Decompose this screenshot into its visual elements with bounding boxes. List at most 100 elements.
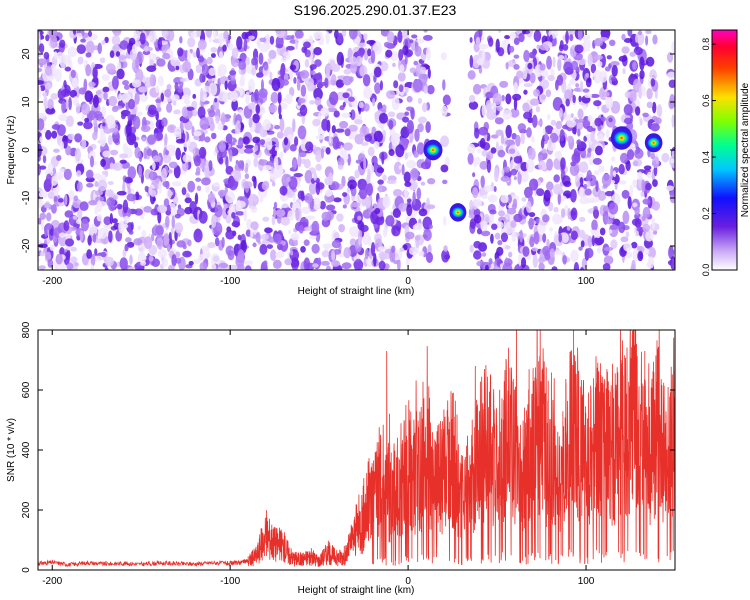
spectrogram-cell <box>303 239 310 246</box>
spectrogram-cell <box>77 121 84 126</box>
spectrogram-cell <box>43 51 50 60</box>
spectrogram-cell <box>362 74 371 87</box>
spectrogram-cell <box>123 215 130 224</box>
spectrogram-cell <box>294 30 304 39</box>
spectrogram-cell <box>45 222 53 230</box>
spectrogram-cell <box>408 246 419 256</box>
spectrogram-cell <box>187 37 196 48</box>
spectrogram-cell <box>90 253 96 267</box>
spectrogram-cell <box>254 88 259 102</box>
spectrogram-cell <box>623 104 633 116</box>
spectrogram-cell <box>642 198 651 205</box>
spectrogram-cell <box>395 144 405 158</box>
spectrogram-cell <box>174 213 181 219</box>
spectrogram-cell <box>560 157 566 171</box>
spectrogram-cell <box>328 130 332 143</box>
spectrogram-cell <box>541 94 547 100</box>
spectrogram-cell <box>372 97 376 107</box>
spectrogram-cell <box>551 266 558 270</box>
spectrogram-cell <box>101 74 110 82</box>
spectrogram-cell <box>59 141 65 151</box>
spectrogram-cell <box>348 30 358 40</box>
spectrogram-cell <box>143 236 153 250</box>
spectrogram-cell <box>143 205 152 213</box>
spectrogram-cell <box>274 125 281 130</box>
spectrogram-cell <box>584 93 593 99</box>
spectrogram-cell <box>263 61 269 71</box>
spectrogram-cell <box>531 247 539 252</box>
spectrogram-cell <box>224 80 228 90</box>
spectrogram-cell <box>220 112 226 126</box>
spectrogram-cell <box>251 66 257 76</box>
spectrogram-cell <box>416 187 422 200</box>
spectrogram-x-label: Height of straight line (km) <box>298 286 415 297</box>
spectrogram-cell <box>244 144 255 149</box>
spectrogram-cell <box>373 141 380 149</box>
spectrogram-cell <box>78 87 87 95</box>
colorbar-tick-label: 0.0 <box>701 264 711 277</box>
spectrogram-cell <box>254 144 259 152</box>
spectrogram-cell <box>165 149 170 156</box>
spectrogram-cell <box>393 80 399 89</box>
spectrogram-cell <box>630 73 634 79</box>
spectrogram-cell <box>348 96 355 102</box>
spectrogram-cell <box>645 230 654 242</box>
spectrogram-cell <box>46 212 52 222</box>
spectrogram-cell <box>278 113 283 120</box>
spectrogram-cell <box>303 158 311 169</box>
spectrogram-cell <box>645 30 652 35</box>
spectrogram-cell <box>549 227 553 232</box>
spectrogram-cell <box>135 111 143 117</box>
spectrogram-cell <box>166 204 171 216</box>
spectrogram-cell <box>81 103 91 116</box>
spectrogram-cell <box>164 133 168 146</box>
spectrogram-cell <box>342 92 350 99</box>
spectrogram-cell <box>409 39 414 44</box>
spectrogram-cell <box>342 101 346 108</box>
spectrogram-cell <box>558 233 563 243</box>
spectrogram-cell <box>182 250 192 258</box>
spectrogram-cell <box>60 89 71 97</box>
spectrogram-cell <box>217 189 227 197</box>
spectrogram-cell <box>420 181 426 186</box>
spectrogram-cell <box>141 229 147 239</box>
spectrogram-cell <box>95 90 102 95</box>
spectrogram-cell <box>341 30 347 37</box>
spectrogram-cell <box>63 168 72 181</box>
spectrogram-cell <box>39 165 47 170</box>
colorbar-gradient <box>711 29 738 271</box>
spectrogram-cell <box>300 190 305 202</box>
spectrogram-cell <box>142 137 146 142</box>
spectrogram-cell <box>549 132 559 143</box>
spectrogram-cell <box>354 50 364 59</box>
spectrogram-cell <box>156 58 166 67</box>
spectrogram-cell <box>269 249 277 261</box>
spectrogram-cell <box>76 44 86 55</box>
spectrogram-cell <box>542 233 547 243</box>
spectrogram-cell <box>552 37 557 47</box>
spectrogram-cell <box>171 94 180 102</box>
x-tick-label: 0 <box>405 276 411 287</box>
spectrogram-cell <box>392 62 396 67</box>
spectrogram-cell <box>336 213 344 222</box>
spectrogram-cell <box>210 262 217 270</box>
spectrogram-cell <box>543 189 551 202</box>
spectrogram-cell <box>206 56 213 65</box>
spectrogram-cell <box>608 202 619 215</box>
y-tick-label: 200 <box>21 501 32 518</box>
spectrogram-cell <box>544 131 549 142</box>
spectrogram-cell <box>559 129 565 142</box>
spectrogram-cell <box>143 147 148 160</box>
spectrogram-cell <box>528 217 534 230</box>
spectrogram-cell <box>86 249 93 260</box>
spectrogram-cell <box>228 149 233 163</box>
spectrogram-cell <box>124 84 130 90</box>
spectrogram-cell <box>84 90 94 103</box>
spectrogram-cell <box>443 216 447 226</box>
spectrogram-cell <box>419 66 427 75</box>
spectrogram-cell <box>338 253 345 258</box>
spectrogram-cell <box>314 59 322 67</box>
spectrogram-cell <box>162 154 172 164</box>
spectrogram-cell <box>533 231 540 245</box>
hotspot-core <box>647 137 661 149</box>
